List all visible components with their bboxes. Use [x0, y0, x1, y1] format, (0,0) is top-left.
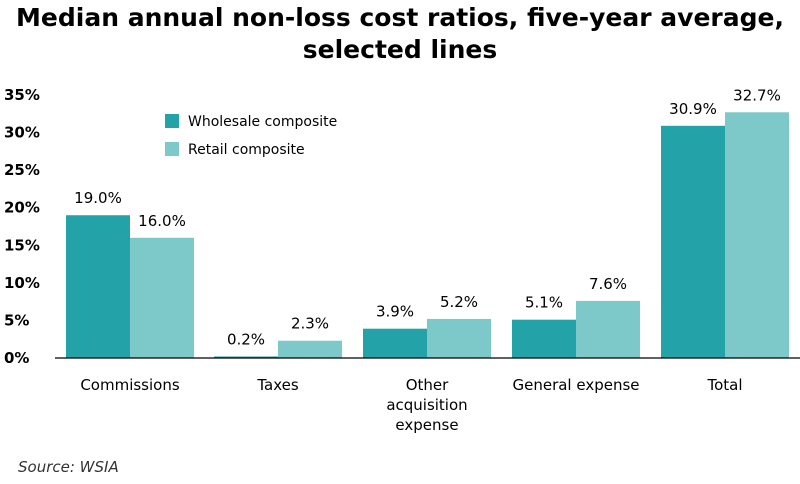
bar-retail: [725, 112, 789, 358]
bar-wholesale: [66, 215, 130, 358]
source-note: Source: WSIA: [18, 458, 119, 476]
bar-wholesale: [214, 356, 278, 358]
data-label: 7.6%: [589, 275, 627, 293]
legend-swatch-wholesale: [165, 114, 179, 128]
chart-title-line-1: Median annual non-loss cost ratios, five…: [16, 3, 784, 32]
y-tick-label: 30%: [4, 124, 40, 142]
chart-title: Median annual non-loss cost ratios, five…: [0, 2, 800, 66]
y-tick-label: 0%: [4, 349, 29, 367]
data-label: 5.1%: [525, 294, 563, 312]
category-label: Total: [706, 376, 742, 394]
y-tick-label: 15%: [4, 236, 40, 254]
data-label: 30.9%: [669, 100, 717, 118]
data-label: 3.9%: [376, 303, 414, 321]
chart-title-line-2: selected lines: [302, 35, 498, 64]
y-tick-label: 5%: [4, 311, 29, 329]
data-label: 2.3%: [291, 315, 329, 333]
category-label: expense: [395, 416, 458, 434]
bar-retail: [427, 318, 491, 358]
legend-swatch-retail: [165, 142, 179, 156]
y-tick-label: 10%: [4, 274, 40, 292]
y-tick-label: 25%: [4, 161, 40, 179]
category-label: Taxes: [256, 376, 299, 394]
data-label: 5.2%: [440, 293, 478, 311]
category-label: General expense: [512, 376, 639, 394]
bar-wholesale: [512, 319, 576, 358]
bar-retail: [576, 300, 640, 358]
legend-label: Wholesale composite: [188, 114, 337, 130]
data-label: 0.2%: [227, 330, 265, 348]
bar-wholesale: [363, 328, 427, 358]
data-label: 16.0%: [138, 212, 186, 230]
bar-retail: [130, 237, 194, 358]
bar-retail: [278, 340, 342, 358]
y-tick-label: 20%: [4, 199, 40, 217]
y-tick-label: 35%: [4, 86, 40, 104]
category-label: acquisition: [386, 396, 467, 414]
category-label: Commissions: [80, 376, 180, 394]
bar-wholesale: [661, 125, 725, 359]
data-label: 19.0%: [74, 189, 122, 207]
legend-label: Retail composite: [188, 142, 305, 158]
category-label: Other: [406, 376, 449, 394]
data-label: 32.7%: [733, 86, 781, 104]
